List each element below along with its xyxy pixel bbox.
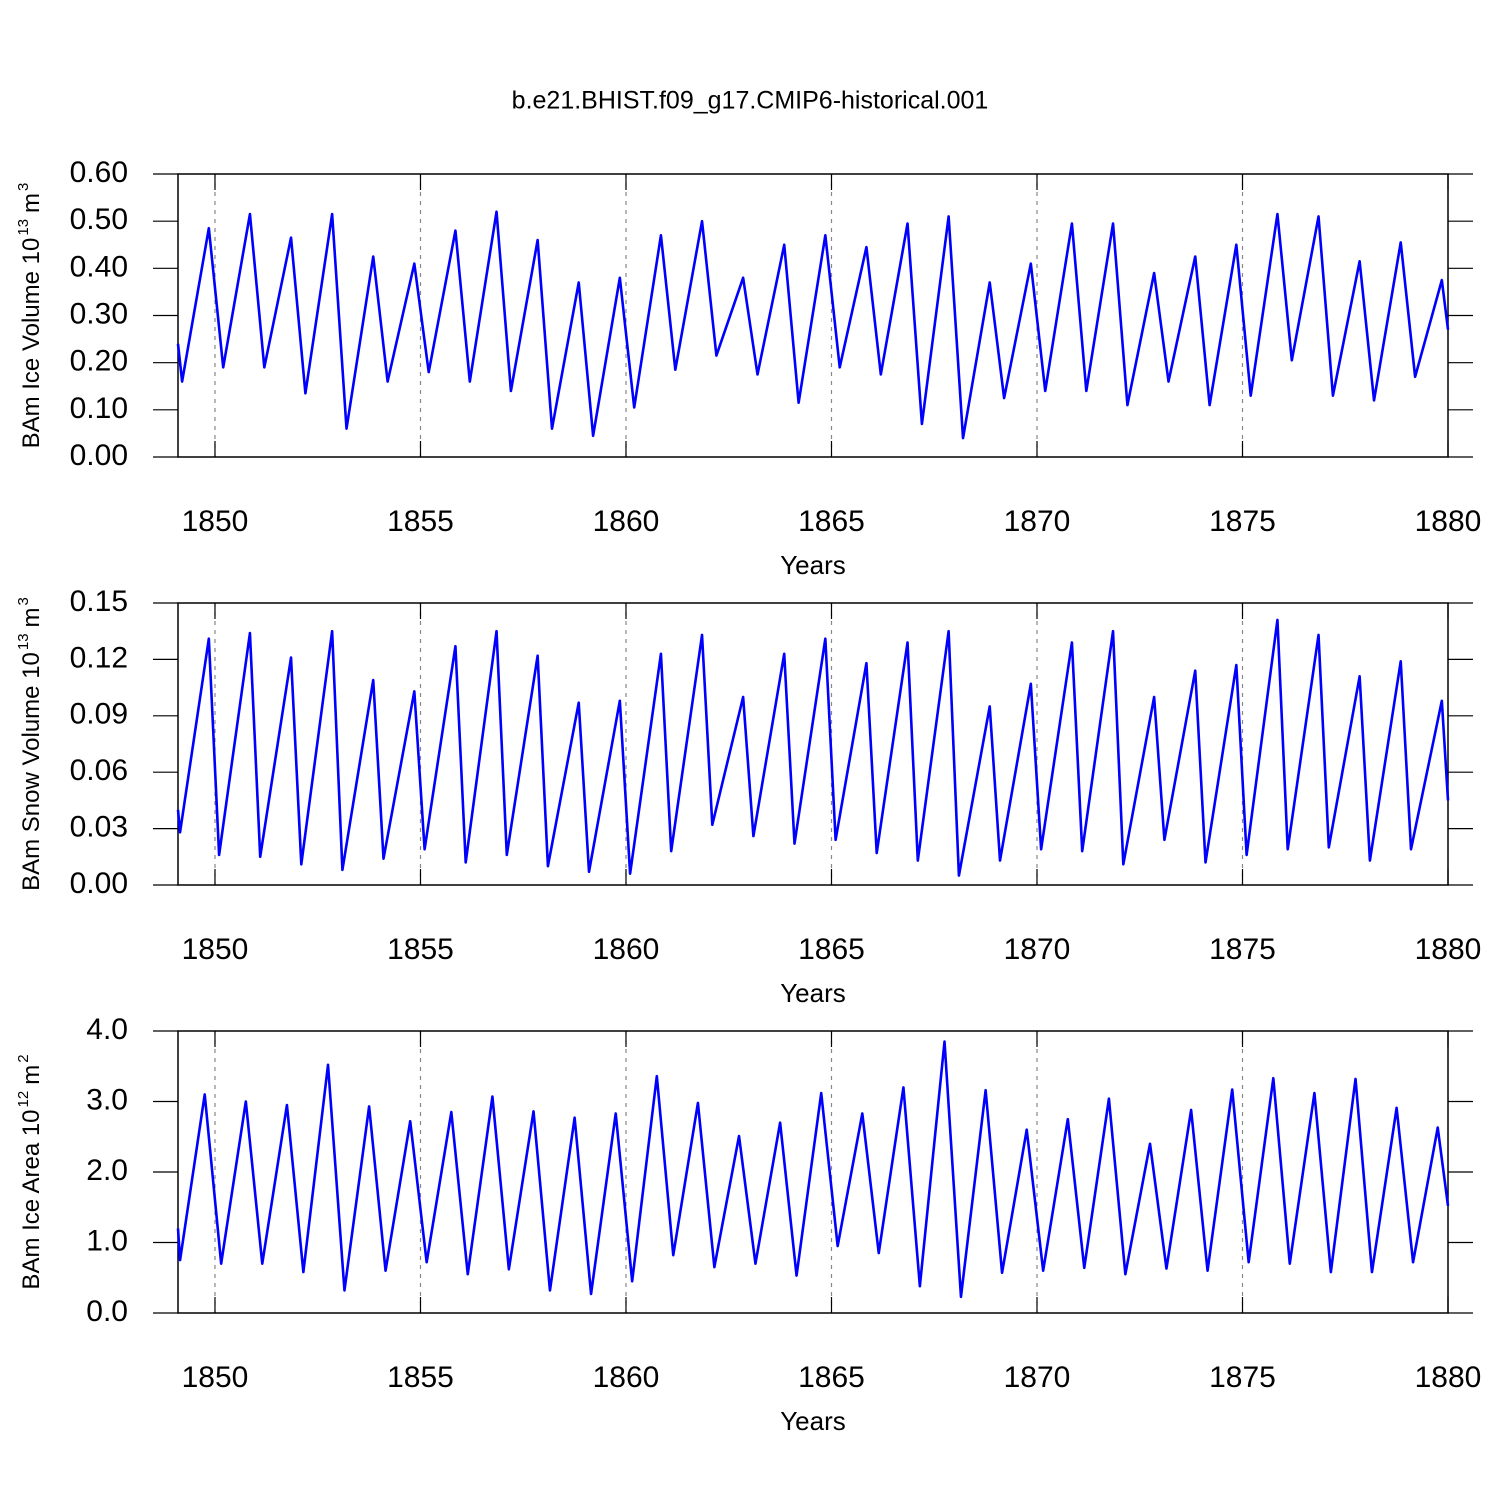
y-axis-label-part: BAm Ice Volume 10: [18, 238, 45, 449]
x-tick-label: 1850: [182, 1361, 249, 1394]
x-tick-label: 1880: [1415, 505, 1482, 538]
data-line: [176, 1040, 1450, 1299]
plot-frame: [177, 173, 1449, 458]
x-tick-label: 1870: [1004, 933, 1071, 966]
plot-frame: [177, 1030, 1449, 1314]
y-tick-label: 0.15: [70, 585, 128, 618]
x-tick-label: 1855: [387, 505, 454, 538]
y-tick-label: 0.20: [70, 345, 128, 378]
y-axis-label-exponent: 12: [15, 1091, 32, 1108]
y-axis-label: BAm Ice Volume 10 13 m 3: [15, 183, 45, 449]
y-axis-label-exponent: 2: [15, 1054, 32, 1062]
y-tick-label: 0.50: [70, 203, 128, 236]
x-tick-label: 1865: [798, 505, 865, 538]
y-axis-label-part: m: [18, 1065, 45, 1085]
y-axis-label-part: m: [18, 193, 45, 213]
y-tick-label: 0.0: [86, 1295, 128, 1328]
y-axis-label-part: m: [18, 607, 45, 627]
y-tick-label: 4.0: [86, 1013, 128, 1046]
x-tick-label: 1870: [1004, 505, 1071, 538]
data-line: [176, 210, 1450, 440]
y-axis-label-exponent: 3: [15, 597, 32, 605]
x-tick-label: 1855: [387, 933, 454, 966]
x-tick-label: 1875: [1209, 933, 1276, 966]
y-axis-label: BAm Snow Volume 10 13 m 3: [15, 597, 45, 891]
x-tick-label: 1880: [1415, 1361, 1482, 1394]
y-tick-label: 0.09: [70, 698, 128, 731]
x-tick-label: 1855: [387, 1361, 454, 1394]
y-tick-label: 0.00: [70, 439, 128, 472]
x-tick-label: 1865: [798, 933, 865, 966]
y-tick-label: 0.40: [70, 250, 128, 283]
y-tick-label: 1.0: [86, 1224, 128, 1257]
y-axis-label: BAm Ice Area 1012 m 2: [15, 1054, 45, 1289]
x-axis-label: Years: [780, 550, 846, 580]
x-tick-label: 1860: [593, 1361, 660, 1394]
y-tick-label: 0.12: [70, 641, 128, 674]
x-tick-label: 1875: [1209, 505, 1276, 538]
x-tick-label: 1860: [593, 933, 660, 966]
y-tick-label: 0.10: [70, 392, 128, 425]
y-axis-label-part: BAm Snow Volume 10: [18, 652, 45, 891]
x-tick-label: 1865: [798, 1361, 865, 1394]
y-tick-label: 0.60: [70, 156, 128, 189]
x-tick-label: 1850: [182, 505, 249, 538]
x-axis-label: Years: [780, 978, 846, 1008]
y-tick-label: 0.03: [70, 811, 128, 844]
y-tick-label: 3.0: [86, 1083, 128, 1116]
y-tick-label: 0.06: [70, 754, 128, 787]
y-tick-label: 0.00: [70, 867, 128, 900]
data-line: [176, 618, 1450, 877]
y-axis-label-exponent: 13: [15, 219, 32, 236]
x-tick-label: 1860: [593, 505, 660, 538]
y-axis-label-exponent: 13: [15, 633, 32, 650]
y-tick-label: 0.30: [70, 297, 128, 330]
y-tick-label: 2.0: [86, 1154, 128, 1187]
plot-frame: [177, 602, 1449, 886]
x-tick-label: 1870: [1004, 1361, 1071, 1394]
y-axis-label-exponent: 3: [15, 183, 32, 191]
x-axis-label: Years: [780, 1406, 846, 1436]
y-axis-label-part: BAm Ice Area 10: [18, 1109, 45, 1289]
x-tick-label: 1850: [182, 933, 249, 966]
x-tick-label: 1875: [1209, 1361, 1276, 1394]
chart-title: b.e21.BHIST.f09_g17.CMIP6-historical.001: [512, 87, 989, 115]
x-tick-label: 1880: [1415, 933, 1482, 966]
